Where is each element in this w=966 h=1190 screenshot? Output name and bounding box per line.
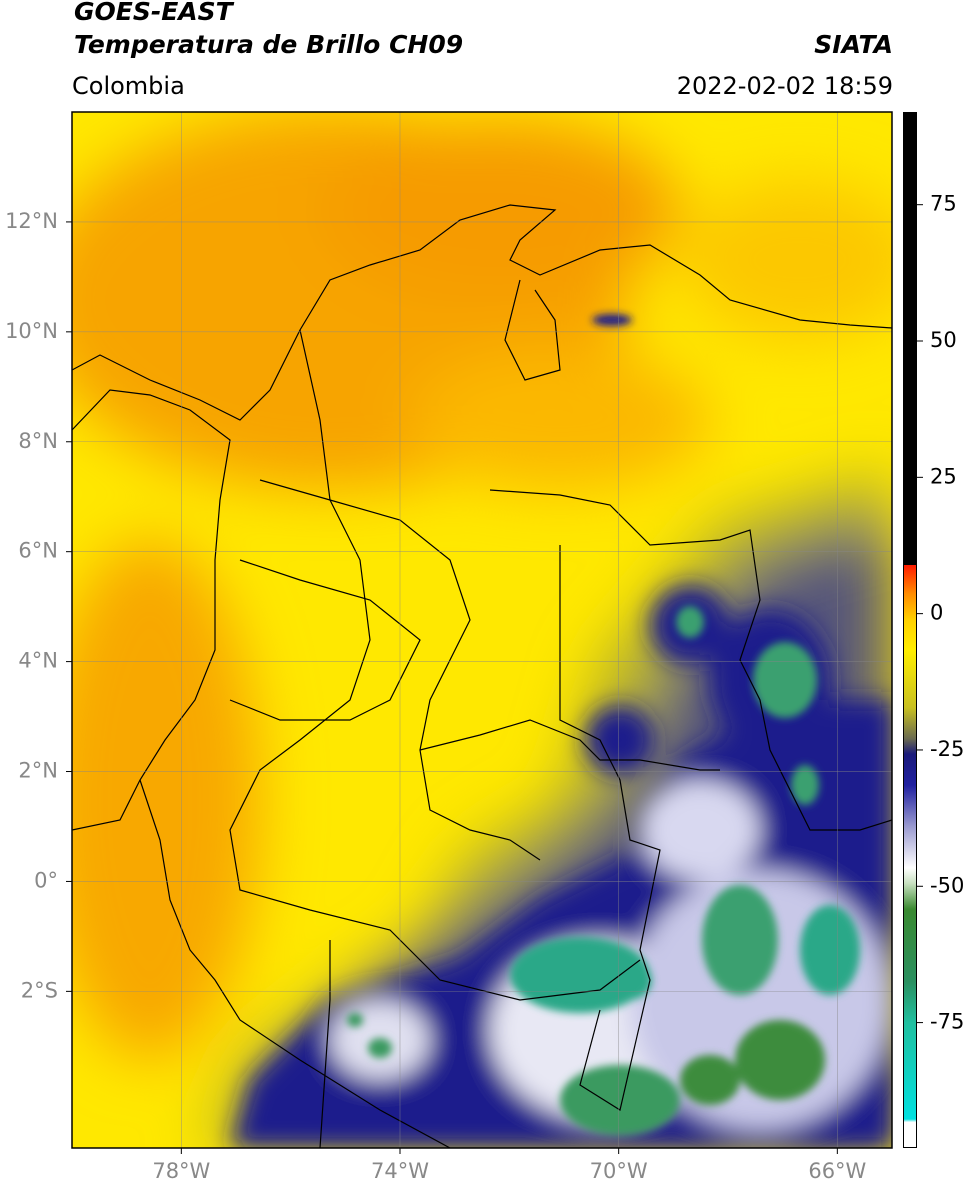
y-tick-label: 2°N (18, 759, 58, 783)
map-frame (71, 111, 893, 1149)
colorbar (903, 112, 917, 1148)
source: SIATA (814, 30, 893, 59)
colorbar-tick-label: 25 (930, 464, 957, 488)
colorbar-tick-label: -75 (930, 1010, 964, 1034)
colorbar-tick-label: 0 (930, 601, 943, 625)
colorbar-tick-label: 50 (930, 328, 957, 352)
x-tick-label: 66°W (808, 1159, 866, 1183)
colorbar-tick-label: -50 (930, 873, 964, 897)
satellite-image (72, 112, 892, 1148)
x-tick-label: 78°W (152, 1159, 210, 1183)
y-tick-label: 6°N (18, 539, 58, 563)
x-tick-label: 74°W (371, 1159, 429, 1183)
datetime: 2022-02-02 18:59 (676, 72, 893, 100)
colorbar-tick-label: -25 (930, 737, 964, 761)
y-tick-label: 4°N (18, 649, 58, 673)
y-tick-label: 12°N (5, 209, 58, 233)
region: Colombia (72, 72, 185, 100)
borders (72, 204, 892, 1148)
title: GOES-EAST (74, 0, 233, 26)
y-tick-label: 2°S (21, 978, 58, 1002)
y-tick-label: 0° (34, 868, 58, 892)
y-tick-label: 10°N (5, 319, 58, 343)
colorbar-tick-label: 75 (930, 192, 957, 216)
x-tick-label: 70°W (590, 1159, 648, 1183)
subtitle: Temperatura de Brillo CH09 (74, 30, 464, 59)
y-tick-label: 8°N (18, 429, 58, 453)
